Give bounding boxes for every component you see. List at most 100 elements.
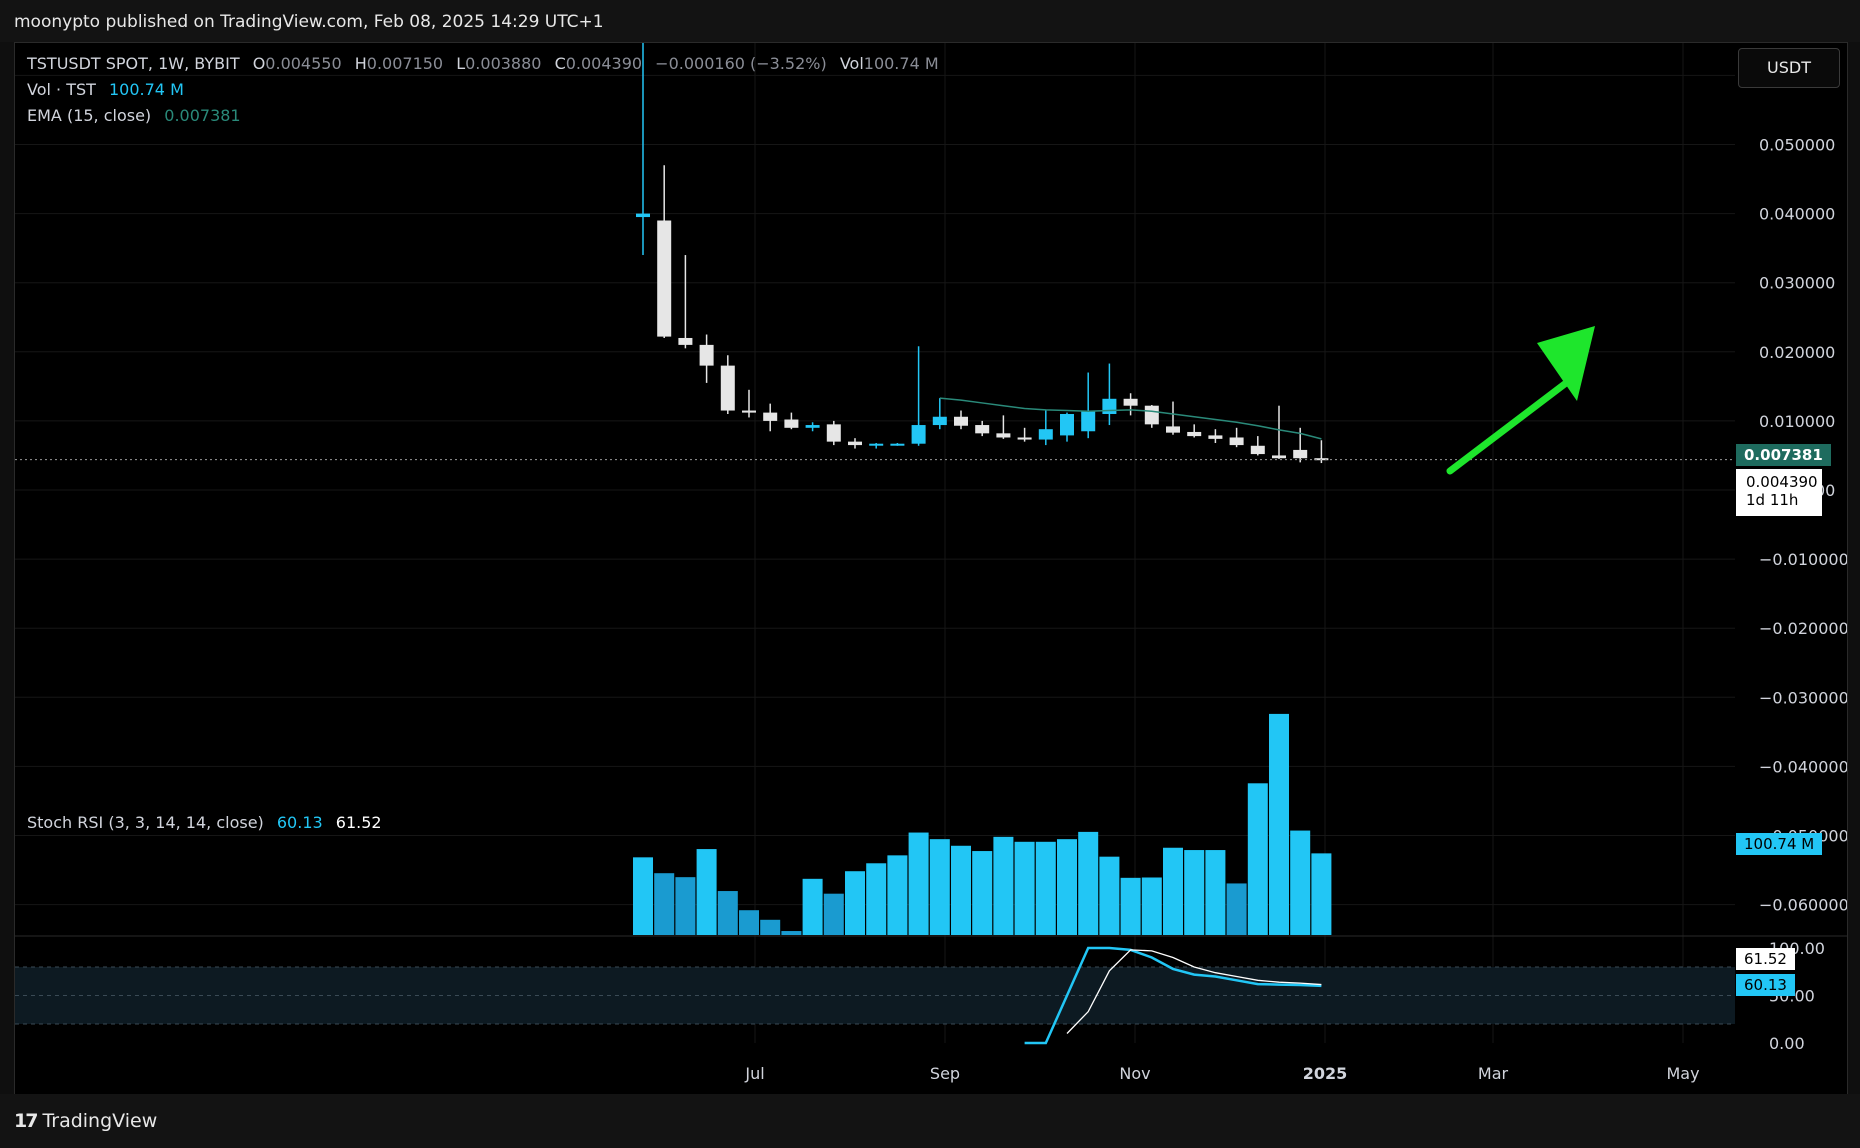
candle-body bbox=[954, 416, 968, 426]
price-axis-tick: −0.060000 bbox=[1759, 896, 1847, 915]
time-axis-label: May bbox=[1666, 1064, 1699, 1083]
price-axis-tick: 0.020000 bbox=[1759, 343, 1835, 362]
candle-body bbox=[1060, 413, 1074, 436]
candle-body bbox=[1187, 431, 1202, 437]
arrow-head-icon bbox=[1537, 326, 1595, 401]
volume-bar bbox=[866, 863, 887, 935]
legend-ema-label: EMA (15, close) bbox=[27, 106, 152, 125]
footer-bar bbox=[0, 1094, 1860, 1148]
legend-volume-value: 100.74 M bbox=[109, 80, 184, 99]
candle-body bbox=[720, 365, 735, 411]
tradingview-logo-text: TradingView bbox=[42, 1110, 158, 1132]
top-bar: moonypto published on TradingView.com, F… bbox=[0, 0, 1860, 42]
candle-body bbox=[784, 419, 799, 428]
time-axis-label: Sep bbox=[930, 1064, 960, 1083]
volume-bar bbox=[654, 873, 675, 935]
volume-bar bbox=[1184, 850, 1205, 935]
stoch-k-line bbox=[1024, 946, 1322, 1045]
last-price-tag: 0.004390 1d 11h bbox=[1736, 469, 1822, 516]
price-axis-tick: 0.050000 bbox=[1759, 136, 1835, 155]
legend-volume: Vol · TST 100.74 M bbox=[27, 80, 184, 99]
candle-body bbox=[763, 412, 778, 421]
candle-body bbox=[1208, 435, 1223, 439]
volume-bar bbox=[1078, 831, 1099, 935]
candle-body bbox=[1081, 410, 1096, 432]
volume-bar bbox=[760, 919, 781, 935]
candle-body bbox=[975, 425, 990, 434]
candle-body bbox=[742, 410, 756, 413]
price-axis-tick: 0.040000 bbox=[1759, 205, 1835, 224]
countdown-value: 1d 11h bbox=[1746, 491, 1799, 509]
volume-bar bbox=[633, 857, 653, 935]
tradingview-mark-icon: 17 bbox=[14, 1110, 38, 1132]
legend-stoch: Stoch RSI (3, 3, 14, 14, close) 60.13 61… bbox=[27, 813, 382, 832]
candle-body bbox=[657, 220, 672, 337]
time-axis-label: Mar bbox=[1478, 1064, 1509, 1083]
volume-bar bbox=[929, 839, 950, 935]
price-axis-tick: 0.030000 bbox=[1759, 274, 1835, 293]
volume-bar bbox=[908, 832, 929, 935]
candle-body bbox=[1038, 429, 1053, 440]
legend-vol-value: 100.74 M bbox=[863, 54, 939, 73]
volume-bar bbox=[1290, 830, 1311, 935]
time-axis-label: Jul bbox=[744, 1064, 764, 1083]
price-axis-tick: −0.040000 bbox=[1759, 757, 1847, 776]
volume-bar bbox=[1120, 877, 1141, 935]
volume-bar bbox=[1035, 841, 1056, 935]
legend-ohlc: TSTUSDT SPOT, 1W, BYBIT O0.004550 H0.007… bbox=[27, 54, 939, 73]
volume-bar bbox=[845, 871, 865, 935]
legend-high-label: H bbox=[354, 54, 367, 73]
candle-body bbox=[1166, 426, 1180, 433]
time-axis-label: Nov bbox=[1119, 1064, 1150, 1083]
legend-stoch-label: Stoch RSI (3, 3, 14, 14, close) bbox=[27, 813, 264, 832]
candle-body bbox=[911, 425, 926, 444]
volume-bar bbox=[951, 845, 971, 935]
ema-line bbox=[939, 397, 1322, 440]
legend-vol-label: Vol bbox=[839, 54, 864, 73]
candle-body bbox=[869, 443, 884, 446]
volume-bar bbox=[1226, 883, 1247, 935]
volume-bar bbox=[696, 849, 717, 935]
volume-bar bbox=[1247, 783, 1268, 935]
volume-bar bbox=[1163, 847, 1183, 935]
chart-canvas[interactable]: 0.0600000.0500000.0400000.0300000.020000… bbox=[15, 43, 1847, 1095]
volume-bar bbox=[802, 878, 823, 935]
volume-bar bbox=[1205, 850, 1226, 935]
volume-bar bbox=[1141, 877, 1162, 935]
chart-frame[interactable]: 0.0600000.0500000.0400000.0300000.020000… bbox=[14, 42, 1848, 1096]
volume-price-tag: 100.74 M bbox=[1736, 833, 1823, 855]
volume-bar bbox=[675, 877, 696, 935]
legend-close-value: 0.004390 bbox=[565, 54, 643, 73]
ema-price-tag: 0.007381 bbox=[1736, 444, 1831, 466]
last-price-value: 0.004390 bbox=[1746, 473, 1818, 491]
price-axis-tick: −0.030000 bbox=[1759, 688, 1847, 707]
price-axis-tick: 0.010000 bbox=[1759, 412, 1835, 431]
candle-body bbox=[1250, 445, 1265, 455]
candle-body bbox=[1229, 437, 1244, 446]
currency-button[interactable]: USDT bbox=[1738, 48, 1840, 88]
volume-bar bbox=[1099, 856, 1120, 935]
candle-body bbox=[932, 416, 947, 426]
legend-volume-label: Vol · TST bbox=[27, 80, 96, 99]
candle-body bbox=[1272, 455, 1286, 459]
legend-open-label: O bbox=[252, 54, 266, 73]
candle-body bbox=[699, 344, 714, 366]
stoch-d-line bbox=[1066, 949, 1322, 1034]
volume-bar bbox=[1014, 841, 1035, 935]
legend-stoch-d: 61.52 bbox=[335, 813, 382, 832]
arrow-shaft bbox=[1446, 376, 1574, 475]
candle-body bbox=[890, 443, 905, 446]
candle-body bbox=[805, 425, 820, 428]
volume-bar bbox=[781, 931, 802, 935]
candle-body bbox=[1102, 398, 1117, 414]
tradingview-logo[interactable]: 17 TradingView bbox=[14, 1110, 157, 1132]
legend-ema: EMA (15, close) 0.007381 bbox=[27, 106, 241, 125]
stoch-d-tag: 61.52 bbox=[1736, 948, 1795, 970]
volume-bar bbox=[717, 891, 738, 935]
stoch-axis-tick: 0.00 bbox=[1769, 1034, 1805, 1053]
legend-high-value: 0.007150 bbox=[366, 54, 444, 73]
volume-bar bbox=[972, 851, 993, 935]
candle-body bbox=[1017, 437, 1032, 440]
legend-stoch-k: 60.13 bbox=[276, 813, 323, 832]
volume-bar bbox=[887, 855, 908, 935]
